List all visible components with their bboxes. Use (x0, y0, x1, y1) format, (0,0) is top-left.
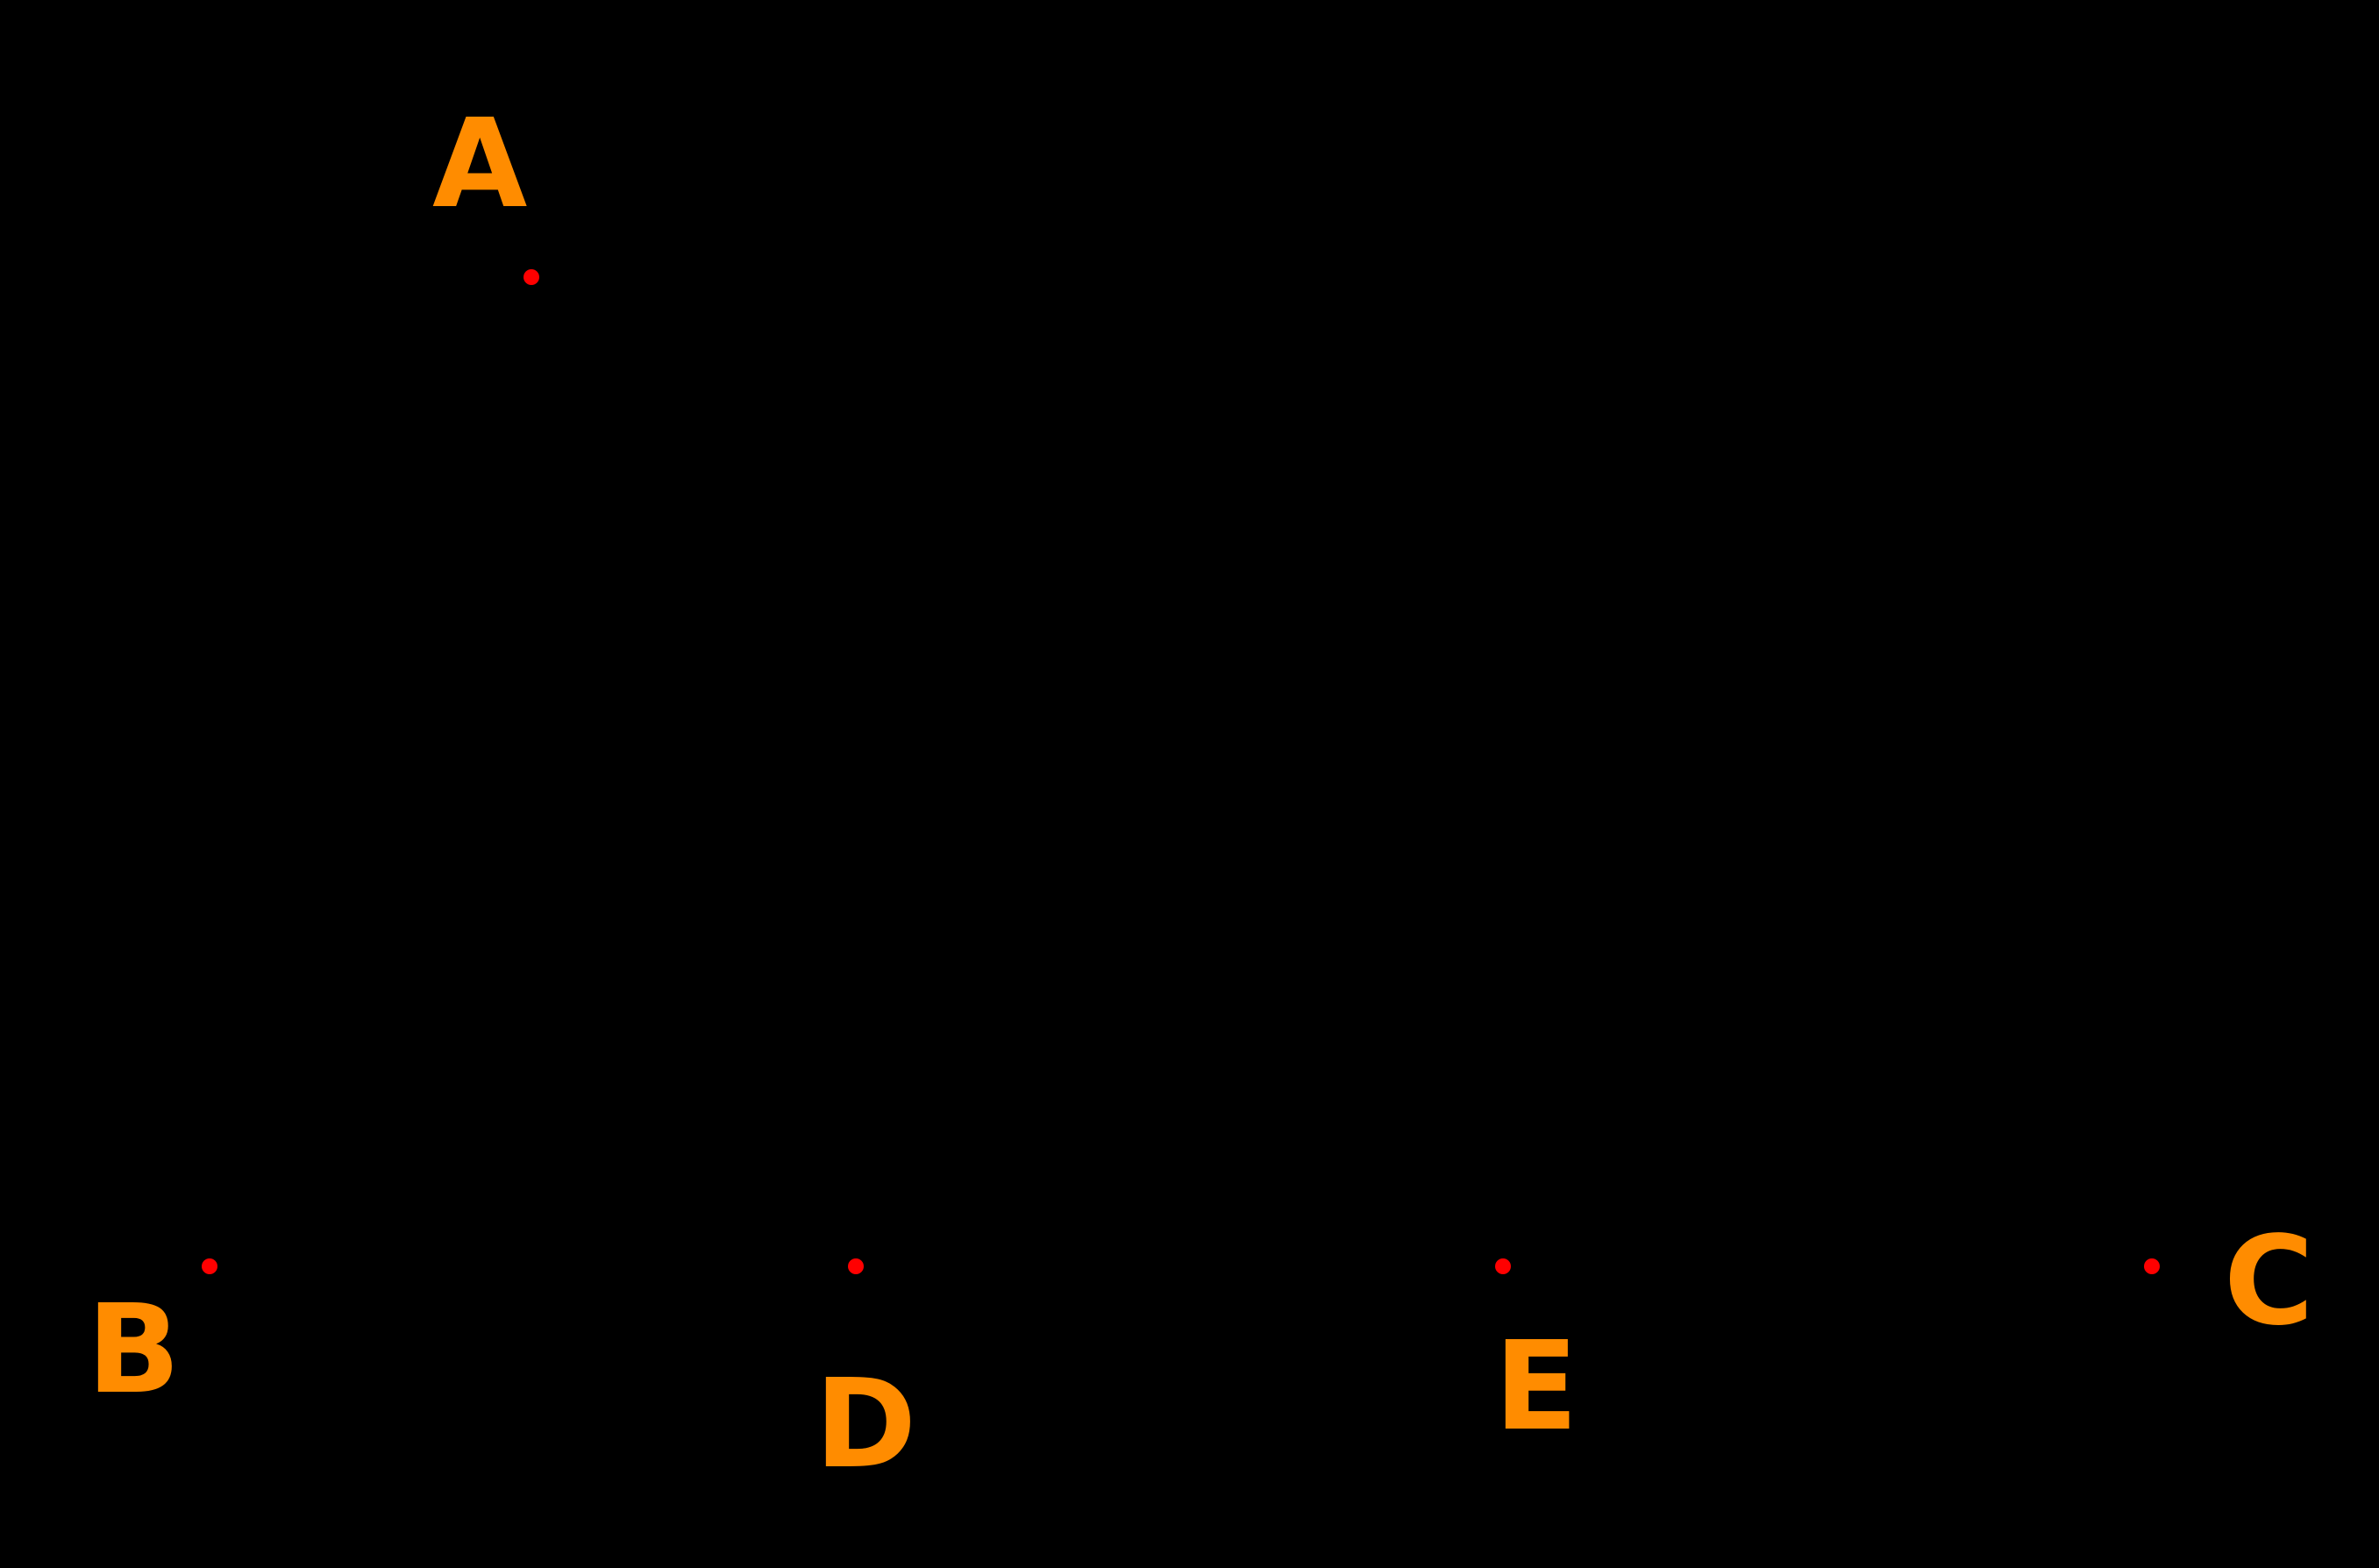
segment-ae (530, 275, 1505, 1268)
point-label-c: C (2224, 1210, 2314, 1353)
point-e[interactable] (1495, 1258, 1511, 1274)
point-label-e: E (1494, 1315, 1578, 1458)
point-a[interactable] (524, 269, 539, 285)
point-d[interactable] (848, 1258, 864, 1274)
segment-ac (530, 275, 2154, 1268)
point-c[interactable] (2144, 1258, 2160, 1274)
segment-ad (530, 276, 858, 1267)
segments-group (208, 275, 2154, 1268)
point-label-d: D (815, 1353, 917, 1496)
segment-ab (208, 276, 533, 1267)
point-label-a: A (432, 93, 528, 236)
point-b[interactable] (202, 1258, 217, 1274)
point-label-b: B (87, 1279, 181, 1422)
